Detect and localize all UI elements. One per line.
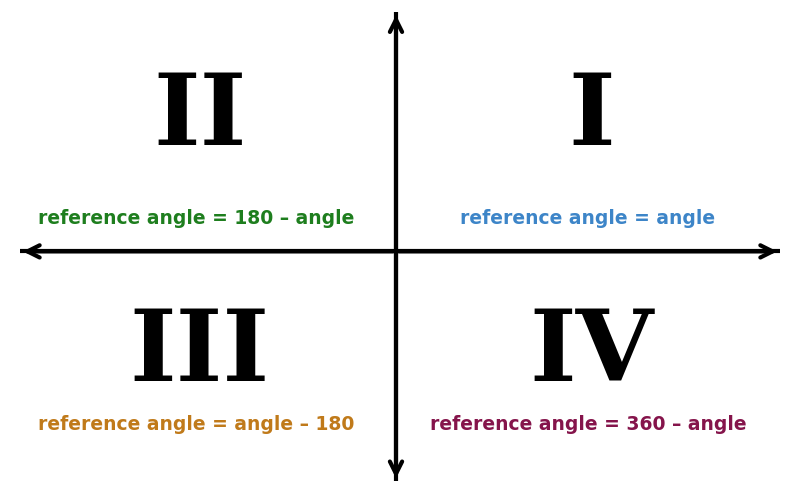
Text: reference angle = 360 – angle: reference angle = 360 – angle xyxy=(430,415,746,434)
Text: reference angle = 180 – angle: reference angle = 180 – angle xyxy=(38,209,354,228)
Text: reference angle = angle: reference angle = angle xyxy=(461,209,715,228)
Text: reference angle = angle – 180: reference angle = angle – 180 xyxy=(38,415,354,434)
Text: III: III xyxy=(130,305,270,402)
Text: I: I xyxy=(569,69,615,166)
Text: II: II xyxy=(154,69,246,166)
Text: IV: IV xyxy=(530,305,654,402)
